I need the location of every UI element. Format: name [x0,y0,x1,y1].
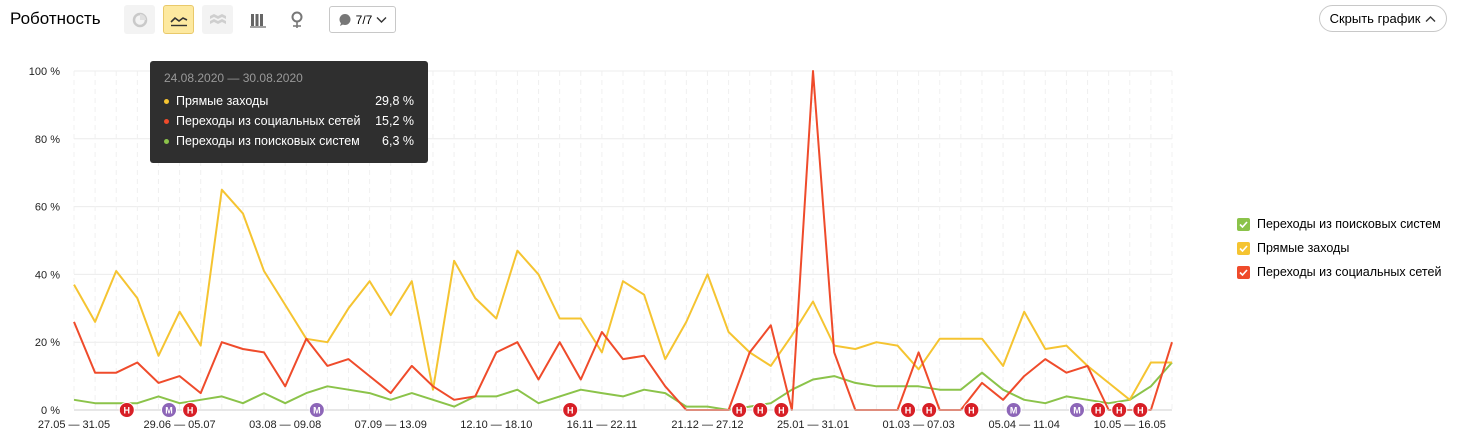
tooltip-row: Прямые заходы 29,8 % [164,91,414,111]
annotation-marker [1090,402,1107,418]
annotation-label: Н [968,406,975,416]
x-tick-label: 01.03 — 07.03 [883,419,955,431]
tooltip-row-name: Переходы из поисковых систем [176,134,360,148]
x-tick-label: 07.09 — 13.09 [355,419,427,431]
annotations-counter: 7/7 [355,12,373,27]
annotation-label: Н [1137,406,1144,416]
map-button[interactable] [281,5,312,34]
hide-chart-label: Скрыть график [1329,11,1421,26]
area-chart-icon [209,13,226,24]
annotation-marker [900,402,917,418]
series-line [73,70,1173,411]
annotation-marker [752,402,769,418]
annotation-label: Н [1095,406,1102,416]
annotations-filter-button[interactable]: 7/7 [329,6,396,33]
x-tick-label: 16.11 — 22.11 [567,419,638,431]
check-icon [1237,217,1250,231]
series-line [73,188,1172,401]
x-tick-label: 10.05 — 16.05 [1094,419,1166,431]
legend-label: Переходы из социальных сетей [1257,265,1442,279]
annotation-marker [921,402,938,418]
annotation-marker [1068,402,1085,418]
y-tick-label: 20 % [35,337,60,349]
annotation-marker [731,402,748,418]
annotation-label: Н [736,406,743,416]
annotation-label: Н [1116,406,1123,416]
check-icon [1237,241,1250,255]
annotation-label: М [1073,406,1081,416]
chevron-up-icon [1425,15,1436,22]
annotation-marker [118,402,135,418]
line-chart-button[interactable] [163,5,194,34]
chevron-down-icon [376,16,387,23]
legend-label: Переходы из поисковых систем [1257,217,1441,231]
hide-chart-button[interactable]: Скрыть график [1319,5,1447,32]
legend-label: Прямые заходы [1257,241,1350,255]
x-tick-label: 25.01 — 31.01 [777,419,849,431]
annotation-marker [182,402,199,418]
pie-chart-icon [132,12,147,27]
line-chart-icon [169,16,187,26]
annotation-label: Н [778,406,785,416]
annotation-marker [963,402,980,418]
map-pin-icon [291,11,302,28]
tooltip-row-name: Прямые заходы [176,94,269,108]
annotation-label: Н [187,406,194,416]
x-tick-label: 27.05 — 31.05 [38,419,110,431]
y-tick-label: 80 % [35,134,60,146]
annotation-label: Н [124,406,131,416]
tooltip-row-marker [164,138,169,144]
tooltip-row-marker [164,98,169,104]
y-tick-label: 60 % [35,202,60,214]
annotation-marker [1005,402,1022,418]
area-chart-button[interactable] [202,5,233,34]
tooltip-row-name: Переходы из социальных сетей [176,114,361,128]
annotation-label: Н [905,406,912,416]
x-tick-label: 05.04 — 11.04 [989,419,1060,431]
annotation-marker [1132,402,1149,418]
legend-item-search[interactable]: Переходы из поисковых систем [1237,216,1441,232]
tooltip-row: Переходы из поисковых систем 6,3 % [164,131,414,151]
tooltip-row-value: 29,8 % [375,94,414,108]
comment-icon [339,13,351,26]
legend-item-direct[interactable]: Прямые заходы [1237,240,1441,256]
annotation-label: Н [926,406,933,416]
x-tick-label: 12.10 — 18.10 [460,419,532,431]
annotation-marker [562,402,579,418]
annotation-label: М [313,406,321,416]
annotation-label: Н [567,406,574,416]
annotation-marker [308,402,325,418]
x-tick-label: 29.06 — 05.07 [143,419,215,431]
pie-chart-button[interactable] [124,5,155,34]
tooltip-row-value: 6,3 % [382,134,414,148]
y-tick-label: 0 % [41,405,60,417]
check-icon [1237,265,1250,279]
y-tick-label: 100 % [29,66,60,78]
bar-chart-button[interactable] [242,5,273,34]
annotation-marker [1111,402,1128,418]
page-title: Роботность [10,9,101,28]
line-chart: 0 % 20 % 40 % 60 % 80 % 100 % 27.05 — 31.05 29.… [29,66,1173,431]
tooltip-row-value: 15,2 % [375,114,414,128]
tooltip-row: Переходы из социальных сетей 15,2 % [164,111,414,131]
annotation-marker [773,402,790,418]
x-tick-label: 03.08 — 09.08 [249,419,321,431]
series-line [73,361,1173,411]
annotation-label: М [1010,406,1018,416]
chart-tooltip: 24.08.2020 — 30.08.2020 Прямые заходы 29… [150,61,428,163]
chart-legend: Переходы из поисковых систем Прямые захо… [1237,216,1441,288]
tooltip-date: 24.08.2020 — 30.08.2020 [164,71,303,85]
x-tick-label: 21.12 — 27.12 [671,419,743,431]
annotation-label: Н [757,406,764,416]
tooltip-row-marker [164,118,169,124]
annotation-marker [161,402,178,418]
y-tick-label: 40 % [35,269,60,281]
legend-item-social[interactable]: Переходы из социальных сетей [1237,264,1441,280]
bar-chart-icon [249,13,266,28]
annotation-label: М [165,406,173,416]
